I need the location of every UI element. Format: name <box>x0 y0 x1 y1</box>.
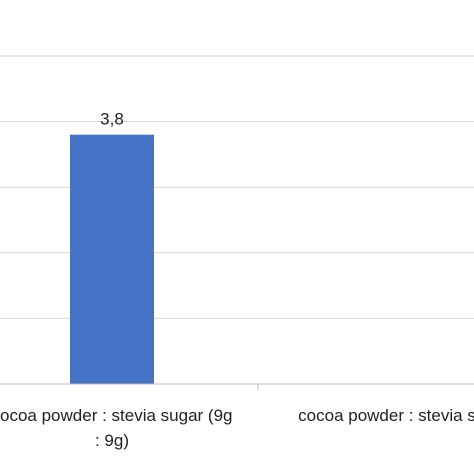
bars <box>70 134 154 384</box>
x-tick-label-1-line1: cocoa powder : stevia sugar (9g <box>0 406 232 425</box>
data-label-1: 3,8 <box>100 110 124 129</box>
x-tick-label-2-line1: cocoa powder : stevia sugar <box>298 406 474 425</box>
bar-1 <box>70 134 154 384</box>
x-tick-label-1-line2: : 9g) <box>95 431 129 450</box>
x-axis <box>0 383 474 390</box>
